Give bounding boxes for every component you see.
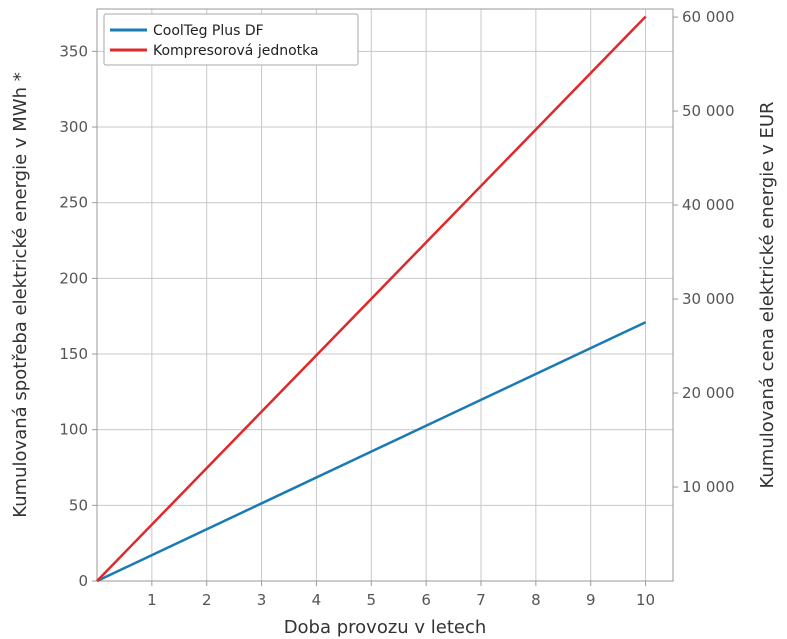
series-line-2 (96, 15, 647, 582)
y2-tick-label: 10 000 (682, 478, 735, 496)
series-lines (96, 15, 647, 583)
y-tick-label: 50 (69, 496, 88, 514)
legend-label: Kompresorová jednotka (153, 43, 319, 59)
x-tick-label: 7 (476, 591, 486, 609)
y-tick-label: 250 (59, 194, 88, 212)
y-tick-label: 150 (59, 345, 88, 363)
right-axis: 10 000 20 000 30 000 40 000 50 000 60 000 (673, 8, 735, 496)
x-axis: 1 2 3 4 5 6 7 8 9 10 (147, 581, 655, 609)
series-line-1 (96, 321, 647, 583)
legend-box (103, 13, 359, 66)
legend-label: CoolTeg Plus DF (153, 23, 264, 39)
y-tick-label: 200 (59, 269, 88, 287)
plot-frame (96, 8, 674, 582)
x-axis-title: Doba provozu v letech (284, 617, 487, 638)
x-tick-label: 9 (586, 591, 596, 609)
y2-tick-label: 50 000 (682, 102, 735, 120)
left-axis: 0 50 100 150 200 250 300 350 (59, 42, 97, 590)
y2-tick-label: 20 000 (682, 384, 735, 402)
grid (97, 9, 673, 581)
x-tick-label: 10 (636, 591, 655, 609)
y-axis-title: Kumulovaná spotřeba elektrické energie v… (10, 72, 31, 517)
y2-tick-label: 40 000 (682, 196, 735, 214)
y-tick-label: 300 (59, 118, 88, 136)
x-tick-label: 2 (202, 591, 212, 609)
x-tick-label: 5 (367, 591, 377, 609)
x-tick-label: 8 (531, 591, 541, 609)
x-tick-label: 1 (147, 591, 157, 609)
x-tick-label: 4 (312, 591, 322, 609)
x-tick-label: 3 (257, 591, 267, 609)
y-tick-label: 350 (59, 42, 88, 60)
x-tick-label: 6 (421, 591, 431, 609)
y-tick-label: 0 (78, 572, 88, 590)
y2-tick-label: 60 000 (682, 8, 735, 26)
y-tick-label: 100 (59, 421, 88, 439)
legend: CoolTeg Plus DF Kompresorová jednotka (103, 13, 359, 66)
y2-tick-label: 30 000 (682, 290, 735, 308)
y2-axis-title: Kumulovaná cena elektrické energie v EUR (757, 101, 778, 488)
